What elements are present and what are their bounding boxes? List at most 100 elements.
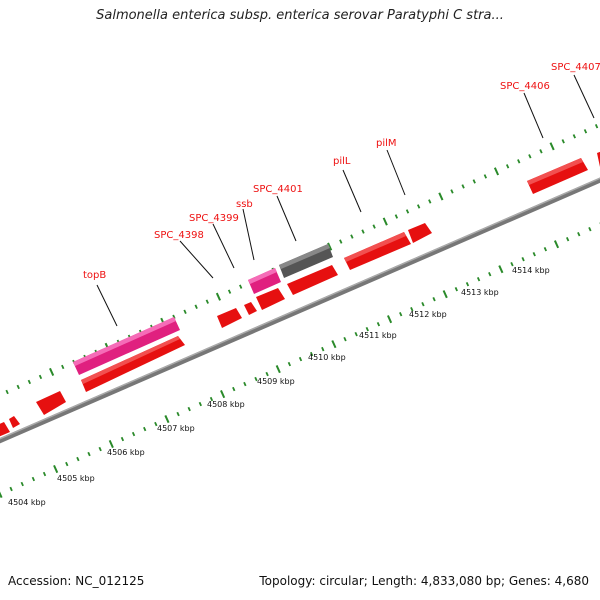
gene-pilM[interactable] [408, 223, 432, 243]
inner-tick [31, 476, 36, 482]
label-topB: topB [83, 270, 106, 281]
inner-tick [0, 491, 3, 499]
inner-tick [131, 431, 136, 437]
outer-tick [483, 174, 488, 179]
label-SPC_4407: SPC_4407 [551, 62, 600, 73]
outer-tick [27, 379, 32, 385]
outer-tick [583, 129, 588, 134]
gene-forward-06[interactable] [244, 302, 257, 315]
outer-tick [327, 242, 333, 251]
outer-tick [505, 164, 510, 169]
gene-pilL[interactable] [344, 232, 411, 270]
inner-tick [265, 371, 269, 377]
inner-tick [577, 232, 581, 237]
gene-forward-01[interactable] [0, 422, 10, 438]
inner-tick [154, 421, 158, 427]
outer-tick [361, 229, 365, 234]
inner-tick [521, 257, 525, 262]
outer-tick [38, 374, 43, 380]
inner-tick [275, 365, 281, 374]
inner-tick [365, 326, 369, 332]
inner-tick [310, 351, 314, 357]
inner-tick [387, 315, 393, 324]
inner-tick [42, 471, 47, 477]
inner-tick [298, 356, 303, 362]
inner-tick [442, 290, 448, 299]
inner-tick [354, 331, 358, 337]
inner-tick [321, 346, 325, 352]
gene-forward-04[interactable] [81, 336, 185, 392]
outer-tick [428, 199, 432, 204]
outer-tick [539, 149, 543, 154]
inner-tick [410, 306, 414, 312]
tick-label-4511: 4511 kbp [359, 331, 397, 340]
inner-tick [108, 439, 114, 449]
gene-SPC_4406[interactable] [527, 158, 588, 194]
gene-forward-03[interactable] [36, 391, 66, 415]
accession-text: Accession: NC_012125 [8, 574, 145, 588]
tick-label-4507: 4507 kbp [157, 424, 195, 433]
outer-tick [438, 192, 444, 201]
inner-tick [421, 301, 425, 307]
label-SPC_4401: SPC_4401 [253, 184, 303, 195]
outer-tick [450, 189, 454, 194]
outer-tick [49, 367, 55, 376]
inner-tick [120, 436, 125, 442]
outer-tick [528, 154, 532, 159]
outer-tick [493, 167, 500, 176]
inner-tick [488, 271, 492, 277]
inner-tick [220, 390, 226, 399]
gene-SPC_4401[interactable] [279, 244, 333, 278]
gene-SPC_4407[interactable] [597, 148, 600, 167]
inner-tick [343, 336, 347, 342]
outer-tick [382, 217, 388, 226]
inner-tick [454, 286, 458, 292]
inner-tick [287, 361, 292, 367]
genome-backbone-highlight [0, 177, 600, 440]
outer-tick [61, 364, 65, 370]
tick-label-4506: 4506 kbp [107, 448, 145, 457]
label-ssb: ssb [236, 199, 253, 210]
outer-tick [461, 184, 465, 189]
inner-tick [553, 240, 560, 249]
gene-forward-02[interactable] [9, 416, 20, 428]
outer-tick [205, 299, 209, 304]
outer-tick [227, 289, 232, 294]
inner-tick [20, 481, 24, 487]
gene-forward-05[interactable] [217, 308, 242, 328]
tick-label-4508: 4508 kbp [207, 400, 245, 409]
inner-tick-ring [0, 222, 600, 499]
gene-ssb[interactable] [248, 268, 281, 294]
outer-tick [350, 234, 354, 239]
outer-tick [183, 309, 187, 314]
tick-label-4504: 4504 kbp [8, 498, 46, 507]
outer-tick [517, 159, 521, 164]
label-SPC_4399: SPC_4399 [189, 213, 239, 224]
outer-tick [172, 314, 176, 319]
tick-labels: 4504 kbp 4505 kbp 4506 kbp 4507 kbp 4508… [8, 266, 550, 507]
inner-tick [476, 276, 481, 282]
inner-tick [164, 415, 170, 424]
tick-label-4513: 4513 kbp [461, 288, 499, 297]
outer-tick [394, 214, 399, 219]
inner-tick [176, 411, 180, 417]
inner-tick [65, 461, 69, 467]
gene-forward-07[interactable] [256, 288, 285, 310]
outer-tick [405, 209, 410, 214]
inner-tick [254, 376, 258, 382]
tick-label-4505: 4505 kbp [57, 474, 95, 483]
inner-tick [331, 340, 337, 349]
tick-label-4509: 4509 kbp [257, 377, 295, 386]
label-SPC_4406: SPC_4406 [500, 81, 550, 92]
genome-backbone [0, 177, 600, 444]
inner-tick [243, 381, 247, 387]
inner-tick [566, 237, 570, 242]
inner-tick [9, 486, 13, 492]
gene-forward-08[interactable] [287, 265, 338, 295]
inner-tick [98, 446, 102, 452]
outer-tick [572, 134, 576, 139]
gene-topB[interactable] [73, 317, 180, 375]
inner-tick [209, 396, 214, 402]
label-SPC_4398: SPC_4398 [154, 230, 204, 241]
